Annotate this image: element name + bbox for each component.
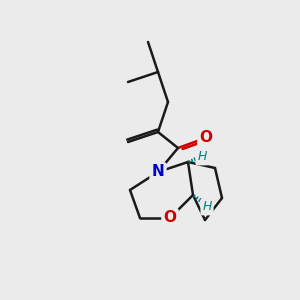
Text: N: N	[152, 164, 164, 179]
Text: H: H	[202, 200, 212, 214]
Text: O: O	[200, 130, 212, 146]
Text: O: O	[164, 211, 176, 226]
Text: H: H	[197, 151, 207, 164]
